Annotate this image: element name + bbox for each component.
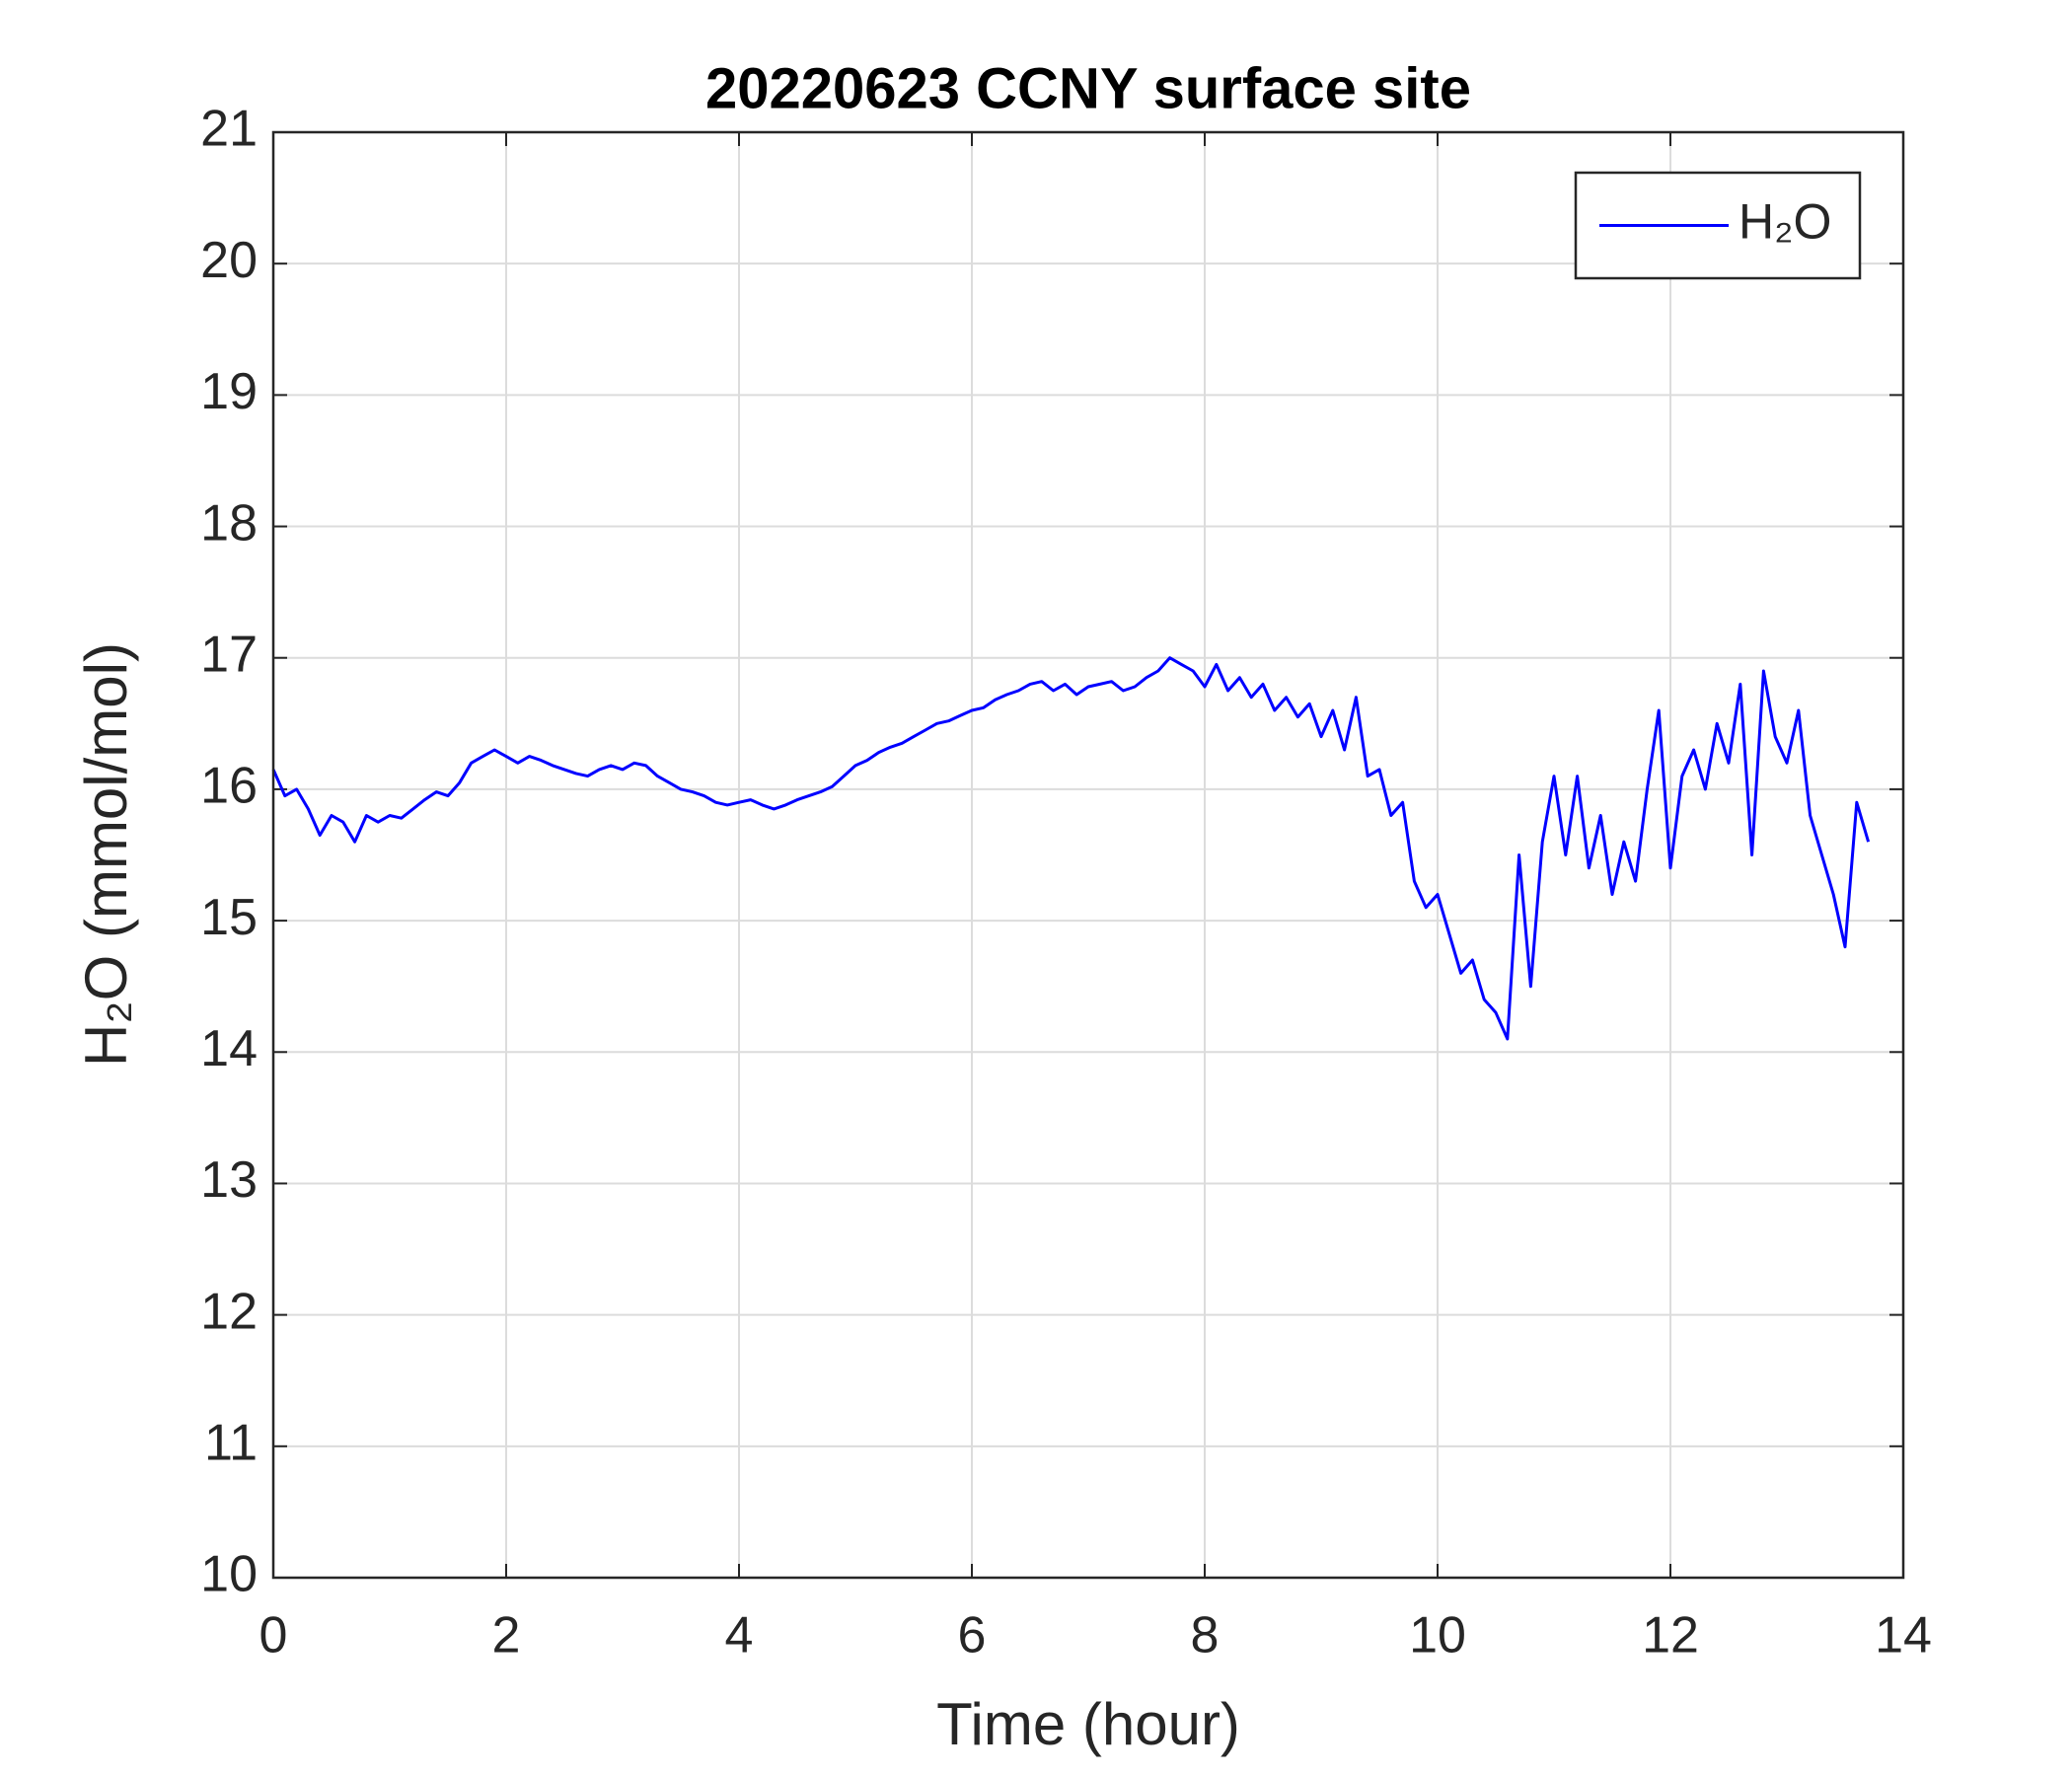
y-tick-label: 16	[200, 758, 258, 815]
y-tick-label: 14	[200, 1020, 258, 1077]
x-tick-label: 8	[1191, 1607, 1220, 1665]
y-tick-label: 15	[200, 889, 258, 946]
data-line	[271, 656, 1871, 1041]
y-tick-label: 11	[204, 1415, 258, 1472]
y-axis-label: H₂O (mmol/mol)	[73, 642, 139, 1067]
x-tick-label: 2	[492, 1607, 521, 1665]
y-tick-label: 20	[200, 232, 258, 289]
x-axis-label: Time (hour)	[936, 1691, 1240, 1757]
x-tick-label: 12	[1642, 1607, 1699, 1665]
x-tick-label: 14	[1875, 1607, 1932, 1665]
y-tick-label: 18	[200, 494, 258, 552]
y-tick-label: 17	[200, 626, 258, 683]
y-tick-label: 10	[200, 1546, 258, 1603]
x-tick-label: 0	[259, 1607, 288, 1665]
x-tick-label: 6	[958, 1607, 987, 1665]
y-tick-label: 19	[200, 363, 258, 420]
y-tick-label: 21	[200, 101, 258, 158]
plot-frame	[271, 130, 1905, 1580]
x-tick-label: 4	[725, 1607, 754, 1665]
legend-label: H₂O	[1739, 194, 1831, 250]
y-tick-label: 13	[200, 1151, 258, 1209]
y-tick-label: 12	[200, 1283, 258, 1340]
chart-title: 20220623 CCNY surface site	[705, 56, 1471, 120]
x-tick-label: 10	[1409, 1607, 1466, 1665]
